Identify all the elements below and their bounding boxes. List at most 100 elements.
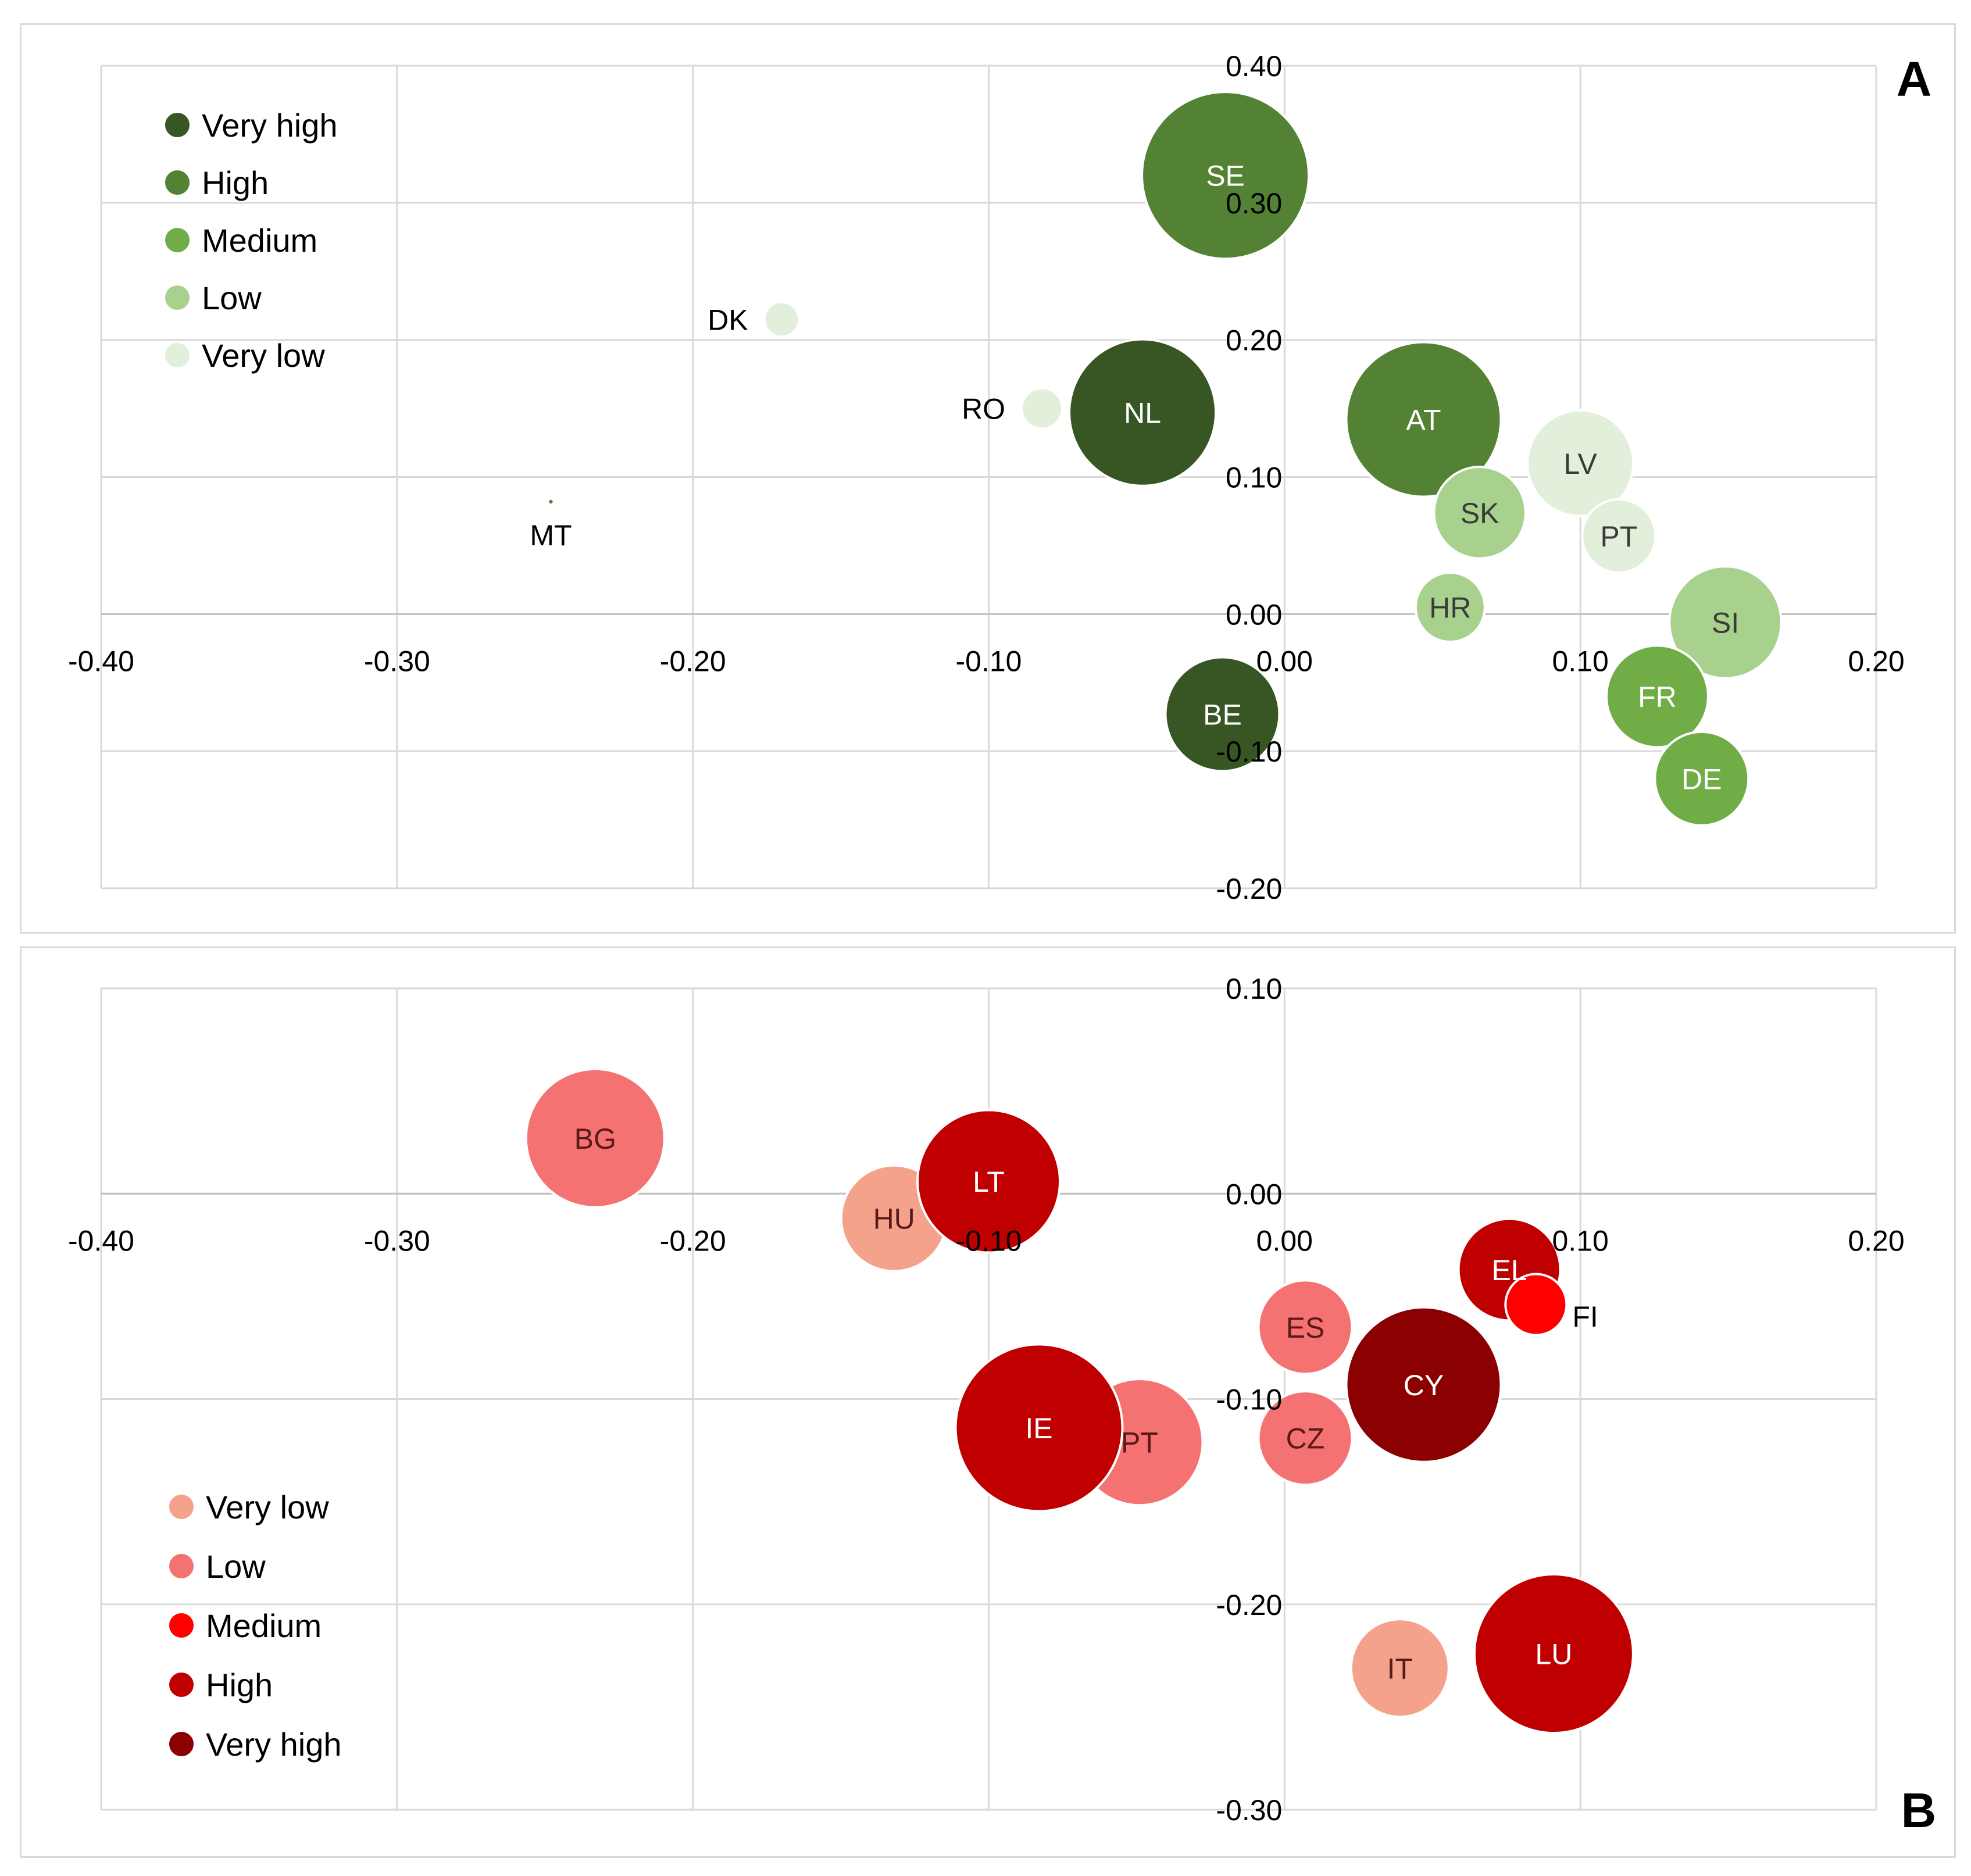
- bubble-label-hr: HR: [1429, 592, 1471, 624]
- legend-label: High: [202, 165, 269, 201]
- y-tick-label: 0.10: [1226, 462, 1282, 494]
- y-tick-label: -0.10: [1216, 1384, 1282, 1416]
- legend-marker: [164, 342, 191, 369]
- bubble-be: [1164, 656, 1281, 773]
- bubble-lv: [1526, 409, 1635, 517]
- x-tick-label: 0.00: [1256, 645, 1313, 677]
- x-tick-label: -0.10: [956, 645, 1022, 677]
- bubble-se: [1141, 91, 1311, 260]
- bubble-label-de: DE: [1681, 763, 1722, 795]
- bubble-de: [1654, 730, 1750, 827]
- bubble-hr: [1414, 571, 1486, 644]
- chart-panel-a: -0.20 -0.10 0.00 0.10 0.20 0.30 0.40 -0.40 -0.30…: [68, 50, 1931, 905]
- x-tick-label: 0.00: [1256, 1224, 1313, 1257]
- x-tick-label: -0.20: [660, 1224, 726, 1257]
- legend-marker: [164, 112, 191, 138]
- bubble-label-sk: SK: [1461, 497, 1499, 530]
- x-tick-label: -0.10: [956, 1224, 1022, 1257]
- bubble-label-ro: RO: [962, 393, 1005, 426]
- x-tick-label: -0.20: [660, 645, 726, 677]
- panel-label-b: B: [1901, 1783, 1937, 1838]
- bubble-fr: [1605, 644, 1709, 749]
- bubble-nl: [1068, 338, 1217, 487]
- bubble-lu: [1473, 1573, 1634, 1735]
- legend-marker: [164, 227, 191, 253]
- bubble-label-dk: DK: [708, 303, 748, 336]
- y-tick-label: 0.20: [1226, 324, 1282, 357]
- bubble-label-bg: BG: [574, 1123, 616, 1155]
- x-tick-label: 0.20: [1848, 1224, 1904, 1257]
- x-tick-label: 0.10: [1552, 1224, 1609, 1257]
- bubble-label-at: AT: [1406, 403, 1441, 436]
- bubble-label-pt: PT: [1121, 1427, 1158, 1459]
- bubble-label-lu: LU: [1535, 1638, 1572, 1671]
- bubble-label-nl: NL: [1124, 397, 1161, 430]
- panel-label-a: A: [1897, 52, 1932, 106]
- bubble-dk: [763, 301, 801, 338]
- bubble-fi: [1504, 1273, 1568, 1337]
- y-tick-label: 0.30: [1226, 187, 1282, 220]
- bubble-label-es: ES: [1286, 1312, 1325, 1344]
- x-tick-label: -0.40: [68, 645, 134, 677]
- y-tick-label: -0.10: [1216, 735, 1282, 768]
- bubble-label-si: SI: [1712, 606, 1739, 639]
- legend-label: Low: [202, 280, 262, 316]
- bubble-label-fr: FR: [1638, 681, 1677, 713]
- bubble-label-be: BE: [1203, 698, 1242, 731]
- bubble-label-cy: CY: [1404, 1369, 1444, 1402]
- bubble-sk: [1433, 466, 1527, 560]
- bubble-label-lv: LV: [1563, 448, 1597, 480]
- bubble-label-cz: CZ: [1286, 1423, 1325, 1455]
- bubble-es: [1257, 1279, 1354, 1375]
- legend-label: Very high: [206, 1726, 342, 1763]
- legend-label: High: [206, 1667, 273, 1703]
- bubble-ie: [954, 1343, 1124, 1513]
- bubble-bg: [524, 1067, 666, 1209]
- bubble-label-pt: PT: [1600, 520, 1637, 553]
- legend-marker: [168, 1553, 195, 1580]
- chart-panel-b: -0.30 -0.20 -0.10 0.00 0.10 -0.40 -0.30 -0.20 -0…: [68, 973, 1936, 1838]
- bubble-label-lt: LT: [973, 1166, 1005, 1198]
- bubble-label-ie: IE: [1025, 1412, 1052, 1445]
- y-tick-label: -0.20: [1216, 1589, 1282, 1621]
- legend-label: Medium: [202, 222, 317, 259]
- bubble-mt: [547, 497, 555, 506]
- legend-label: Medium: [206, 1607, 322, 1644]
- bubble-cy: [1345, 1306, 1502, 1463]
- x-tick-label: 0.10: [1552, 645, 1609, 677]
- bubble-label-mt: MT: [530, 519, 572, 552]
- y-tick-label: -0.20: [1216, 873, 1282, 905]
- y-tick-label: -0.30: [1216, 1794, 1282, 1827]
- bubble-cz: [1257, 1390, 1354, 1486]
- y-tick-label: 0.00: [1226, 598, 1282, 631]
- bubble-it: [1349, 1618, 1450, 1718]
- bubble-label-it: IT: [1387, 1652, 1413, 1685]
- legend-label: Very low: [202, 337, 325, 374]
- legend-marker: [168, 1493, 195, 1520]
- y-tick-label: 0.40: [1226, 50, 1282, 83]
- legend-marker: [168, 1612, 195, 1639]
- bubble-lt: [916, 1109, 1061, 1254]
- legend-marker: [168, 1731, 195, 1757]
- bubble-pt: [1581, 498, 1657, 574]
- x-tick-label: -0.40: [68, 1224, 134, 1257]
- legend-marker: [164, 284, 191, 311]
- bubble-label-se: SE: [1206, 160, 1245, 192]
- bubble-ro: [1020, 387, 1064, 430]
- y-tick-label: 0.00: [1226, 1178, 1282, 1210]
- x-tick-label: -0.30: [364, 1224, 430, 1257]
- bubble-label-fi: FI: [1572, 1300, 1598, 1333]
- bubble-label-el: EL: [1491, 1254, 1527, 1287]
- legend-marker: [164, 169, 191, 196]
- x-tick-label: -0.30: [364, 645, 430, 677]
- legend-marker: [168, 1671, 195, 1698]
- legend-label: Very low: [206, 1489, 329, 1525]
- legend-label: Very high: [202, 107, 338, 144]
- y-tick-label: 0.10: [1226, 973, 1282, 1005]
- bubble-si: [1668, 565, 1783, 680]
- legend-label: Low: [206, 1548, 266, 1585]
- x-tick-label: 0.20: [1848, 645, 1904, 677]
- bubble-at: [1345, 341, 1502, 498]
- bubble-label-hu: HU: [873, 1203, 915, 1235]
